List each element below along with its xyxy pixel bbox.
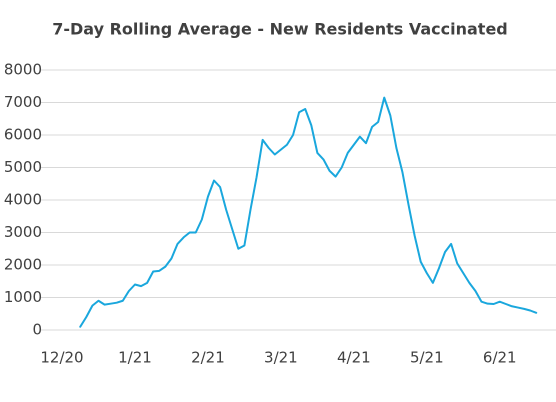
- y-tick-label: 8000: [4, 61, 42, 79]
- y-tick-label: 5000: [4, 158, 42, 176]
- x-tick-label: 2/21: [191, 349, 225, 367]
- y-tick-label: 4000: [4, 191, 42, 209]
- y-tick-label: 2000: [4, 256, 42, 274]
- y-tick-label: 3000: [4, 223, 42, 241]
- y-tick-label: 1000: [4, 288, 42, 306]
- y-tick-label: 7000: [4, 93, 42, 111]
- y-tick-label: 6000: [4, 126, 42, 144]
- x-tick-label: 4/21: [337, 349, 371, 367]
- chart-title: 7-Day Rolling Average - New Residents Va…: [52, 20, 508, 39]
- y-tick-label: 0: [32, 321, 42, 339]
- x-tick-label: 1/21: [118, 349, 152, 367]
- x-tick-label: 5/21: [410, 349, 444, 367]
- data-line: [79, 96, 538, 328]
- x-tick-label: 3/21: [264, 349, 298, 367]
- x-tick-label: 12/20: [40, 349, 83, 367]
- x-tick-label: 6/21: [483, 349, 517, 367]
